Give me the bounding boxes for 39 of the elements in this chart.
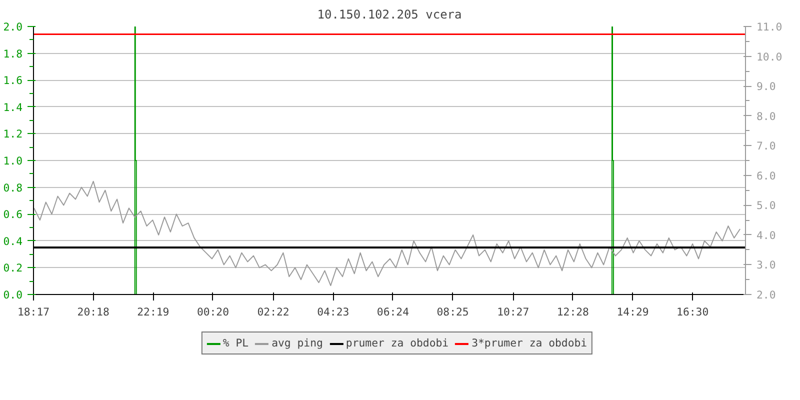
y2-tick-label: 11.0	[756, 20, 782, 34]
x-tick-label: 06:24	[376, 306, 409, 318]
x-tick-label: 18:17	[17, 306, 50, 318]
x-tick-label: 02:22	[257, 306, 290, 318]
x-tick-label: 10:27	[497, 306, 530, 318]
y2-tick-label: 8.0	[756, 110, 776, 123]
legend-label: avg ping	[272, 336, 323, 350]
line-series	[34, 180, 741, 286]
y2-tick-label: 3.0	[756, 258, 776, 272]
y-tick-label: 1.4	[3, 100, 23, 114]
x-tick-label: 14:29	[616, 306, 649, 318]
chart-title: 10.150.102.205 vcera	[317, 8, 462, 22]
y-tick-label: 0.6	[3, 208, 23, 222]
y-tick-label: 0.4	[3, 234, 23, 248]
y2-tick-label: 4.0	[756, 228, 776, 242]
y-tick-label: 1.8	[3, 47, 23, 60]
y-tick-label: 2.0	[3, 20, 23, 34]
y-tick-label: 0.8	[3, 181, 23, 194]
y2-tick-label: 2.0	[756, 288, 776, 302]
x-tick-label: 08:25	[436, 306, 469, 318]
x-tick-label: 20:18	[77, 306, 110, 318]
y-tick-label: 1.6	[3, 74, 23, 88]
x-tick-label: 16:30	[676, 306, 709, 318]
legend-label: prumer za obdobi	[346, 336, 449, 350]
x-tick-label: 22:19	[137, 306, 170, 318]
legend-label: % PL	[222, 336, 249, 350]
y-tick-label: 1.0	[3, 154, 23, 168]
x-tick-label: 00:20	[196, 306, 230, 318]
y2-tick-label: 10.0	[756, 50, 782, 64]
y2-tick-label: 5.0	[756, 199, 776, 212]
y2-tick-label: 6.0	[756, 169, 776, 182]
legend-label: 3*prumer za obdobi	[472, 336, 588, 350]
y-tick-label: 0.2	[3, 262, 23, 275]
x-tick-label: 04:23	[317, 306, 350, 318]
y-tick-label: 1.2	[3, 128, 23, 141]
y2-tick-label: 7.0	[756, 140, 776, 153]
x-tick-label: 12:28	[556, 306, 589, 318]
y2-tick-label: 9.0	[756, 80, 776, 94]
y-tick-label: 0.0	[3, 288, 23, 302]
